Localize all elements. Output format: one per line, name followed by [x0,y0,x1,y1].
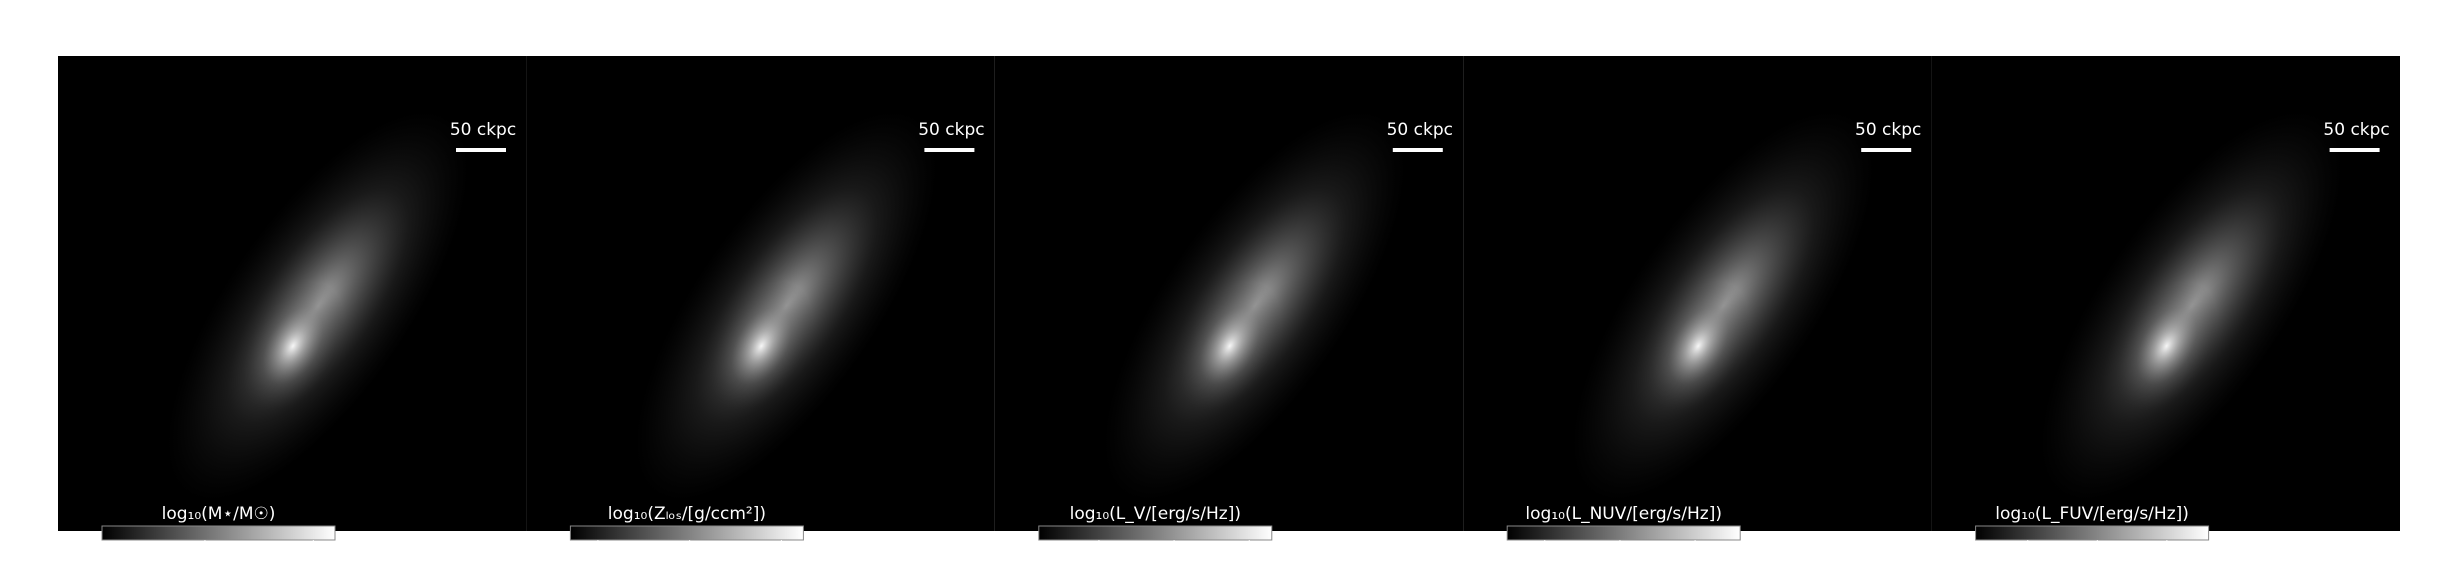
colorbar-label: log₁₀(M⋆/M☉) [162,504,276,524]
colorbar-tick-label: 10 [303,548,325,568]
colorbar-tick-label: 25 [1534,548,1556,568]
colorbar-tick-label: 0 [776,548,787,568]
panel: 50 ckpc log₁₀(L_FUV/[erg/s/Hz]) 25 26 27 [1931,56,2400,568]
panel: 50 ckpc log₁₀(L_NUV/[erg/s/Hz]) 25 26 27 [1463,56,1932,568]
scale-bar-label: 50 ckpc [918,120,984,140]
map-core [1179,281,1281,411]
panel: 50 ckpc log₁₀(M⋆/M☉) 8 10 [58,56,527,568]
scale-bar-label: 50 ckpc [450,120,516,140]
map-core [1647,281,1749,411]
colorbar-tick-label: -5 [681,548,698,568]
colorbar [1038,525,1273,541]
map-core [710,281,812,411]
colorbar [1975,525,2210,541]
panel: 50 ckpc log₁₀(L_V/[erg/s/Hz]) 26 27 28 [994,56,1464,568]
colorbar-label: log₁₀(Zₗₒₛ/[g/ccm²]) [608,504,766,524]
scale-bar-label: 50 ckpc [1855,120,1921,140]
colorbar-tick-label: 28 [1238,548,1260,568]
colorbar-tick-label: 26 [2086,548,2108,568]
scale-bar-label: 50 ckpc [2323,120,2389,140]
colorbar-tick-label: 26 [1609,548,1631,568]
colorbar-tick-label: 27 [1163,548,1185,568]
colorbar [569,525,804,541]
scale-bar-label: 50 ckpc [1387,120,1453,140]
colorbar [1506,525,1741,541]
colorbar-tick-label: 27 [2156,548,2178,568]
colorbar-label: log₁₀(L_NUV/[erg/s/Hz]) [1525,504,1722,524]
map-core [2116,281,2218,411]
colorbar-tick-label: 27 [1684,548,1706,568]
colorbar-tick-label: 8 [200,548,211,568]
colorbar-tick-label: 26 [1088,548,1110,568]
map-core [242,281,344,411]
panel: 50 ckpc log₁₀(Zₗₒₛ/[g/ccm²]) -10 -5 0 [526,56,995,568]
colorbar-tick-label: -10 [584,548,612,568]
colorbar-label: log₁₀(L_FUV/[erg/s/Hz]) [1995,504,2189,524]
colorbar-tick-label: 25 [2017,548,2039,568]
colorbar-label: log₁₀(L_V/[erg/s/Hz]) [1070,504,1241,524]
colorbar [101,525,336,541]
